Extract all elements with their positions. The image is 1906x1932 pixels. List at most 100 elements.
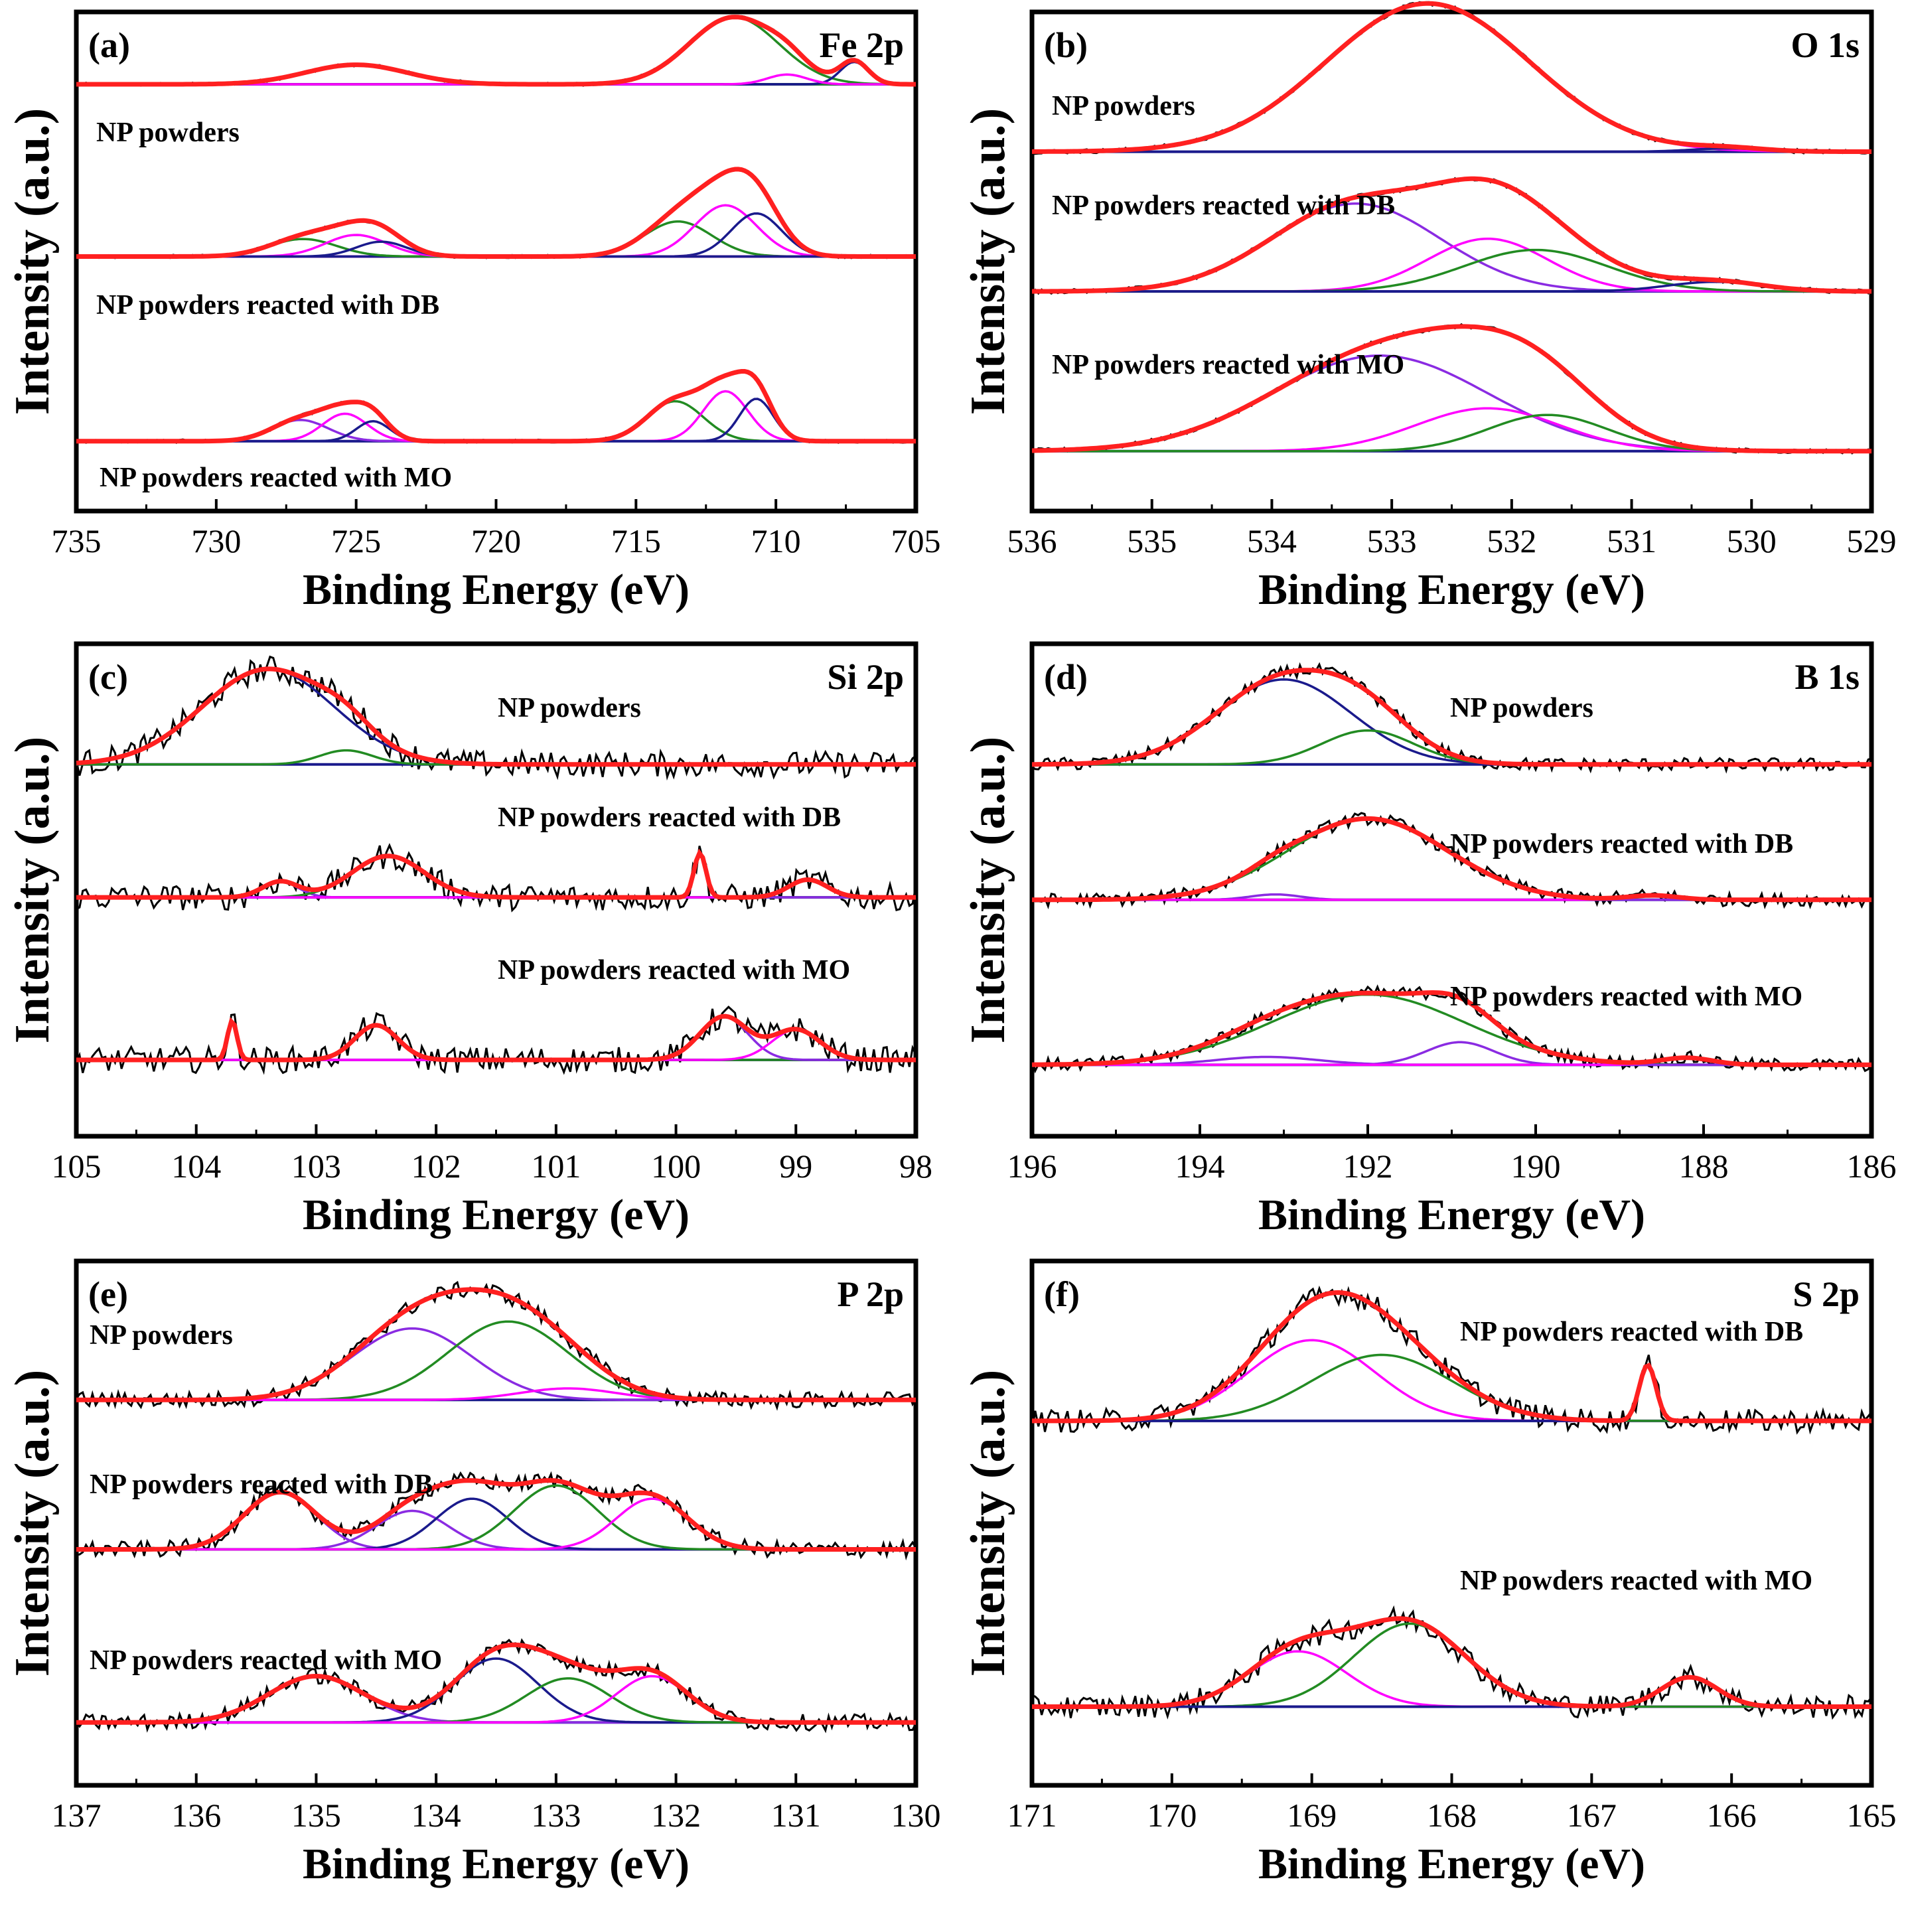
x-tick-label: 529 — [1847, 522, 1897, 559]
fit-component-line — [76, 419, 916, 443]
x-tick-label: 135 — [291, 1797, 341, 1834]
spectrum-group — [1031, 662, 1872, 774]
spectrum-group — [76, 167, 916, 260]
spectrum-group — [76, 1471, 917, 1561]
envelope-fit-line — [1032, 1, 1871, 154]
series-label: NP powders reacted with MO — [498, 955, 850, 986]
x-tick-label: 137 — [52, 1797, 102, 1834]
series-label: NP powders — [1052, 91, 1195, 121]
spectrum-group — [75, 655, 916, 781]
x-axis-label: Binding Energy (eV) — [1258, 1191, 1645, 1239]
envelope-fit-line — [76, 666, 916, 767]
fit-component-line — [1032, 1650, 1871, 1708]
fit-component-line — [1032, 2, 1871, 153]
envelope-fit-line — [76, 15, 916, 87]
series-label: NP powders reacted with DB — [1460, 1317, 1803, 1347]
element-label: B 1s — [1795, 657, 1860, 697]
y-axis-label: Intensity (a.u.) — [961, 108, 1015, 415]
spectrum-group — [75, 1005, 917, 1075]
series-label: NP powders reacted with DB — [96, 290, 439, 321]
x-tick-label: 134 — [411, 1797, 461, 1834]
x-tick-label: 710 — [751, 522, 801, 559]
x-tick-label: 105 — [52, 1148, 102, 1185]
x-tick-label: 533 — [1367, 522, 1417, 559]
series-label: NP powders reacted with MO — [1450, 982, 1802, 1012]
x-axis-label: Binding Energy (eV) — [303, 565, 690, 614]
envelope-fit-line — [1032, 668, 1871, 767]
series-label: NP powders reacted with MO — [1052, 350, 1404, 380]
fit-component-line — [76, 1491, 916, 1551]
x-axis-label: Binding Energy (eV) — [303, 1840, 690, 1888]
spectrum-group — [1031, 812, 1872, 910]
x-tick-label: 535 — [1127, 522, 1177, 559]
x-tick-label: 167 — [1567, 1797, 1617, 1834]
y-axis-label: Intensity (a.u.) — [961, 737, 1015, 1044]
envelope-fit-line — [1032, 176, 1871, 294]
x-axis-label: Binding Energy (eV) — [1258, 1840, 1645, 1888]
series-label: NP powders reacted with DB — [498, 802, 841, 833]
x-tick-label: 705 — [891, 522, 941, 559]
x-tick-label: 530 — [1727, 522, 1777, 559]
fit-component-line — [1032, 1353, 1871, 1422]
y-axis-label: Intensity (a.u.) — [5, 108, 60, 415]
fit-component-line — [76, 668, 916, 766]
spectrum-group — [76, 843, 917, 913]
element-label: P 2p — [837, 1274, 904, 1314]
x-tick-label: 190 — [1511, 1148, 1561, 1185]
spectrum-group — [1031, 1605, 1873, 1720]
envelope-fit-line — [76, 848, 916, 900]
series-label: NP powders reacted with DB — [90, 1469, 433, 1500]
x-tick-label: 168 — [1427, 1797, 1477, 1834]
x-axis-label: Binding Energy (eV) — [303, 1191, 690, 1239]
x-tick-label: 188 — [1679, 1148, 1729, 1185]
x-tick-label: 166 — [1707, 1797, 1757, 1834]
series-label: NP powders reacted with MO — [1460, 1566, 1812, 1596]
x-tick-label: 104 — [171, 1148, 221, 1185]
panel-label: (c) — [88, 657, 128, 697]
envelope-fit-line — [76, 1478, 916, 1552]
series-label: NP powders reacted with DB — [1450, 829, 1793, 859]
series-label: NP powders — [1450, 693, 1593, 723]
element-label: S 2p — [1793, 1274, 1860, 1314]
raw-spectrum-line — [1031, 1286, 1873, 1435]
x-tick-label: 536 — [1007, 522, 1057, 559]
x-tick-label: 130 — [891, 1797, 941, 1834]
x-tick-label: 532 — [1487, 522, 1536, 559]
x-axis-label: Binding Energy (eV) — [1258, 565, 1645, 614]
envelope-fit-line — [76, 1013, 916, 1063]
x-tick-label: 169 — [1287, 1797, 1337, 1834]
x-tick-label: 131 — [771, 1797, 821, 1834]
envelope-fit-line — [76, 369, 916, 444]
element-label: Si 2p — [827, 657, 904, 697]
x-tick-label: 730 — [191, 522, 241, 559]
x-tick-label: 100 — [651, 1148, 701, 1185]
spectrum-group — [1031, 323, 1872, 455]
x-tick-label: 132 — [651, 1797, 701, 1834]
panel-label: (b) — [1044, 25, 1088, 65]
envelope-fit-line — [1032, 1616, 1871, 1709]
spectrum-group — [1032, 1, 1872, 155]
series-label: NP powders reacted with MO — [100, 463, 452, 493]
spectrum-group — [1031, 176, 1873, 295]
spectrum-group — [76, 15, 916, 87]
fit-component-line — [1032, 407, 1871, 453]
y-axis-label: Intensity (a.u.) — [5, 737, 60, 1044]
x-tick-label: 99 — [779, 1148, 812, 1185]
series-label: NP powders — [498, 693, 641, 723]
envelope-fit-line — [76, 1287, 916, 1402]
series-label: NP powders reacted with DB — [1052, 190, 1395, 221]
panel-label: (e) — [88, 1274, 128, 1314]
x-tick-label: 171 — [1007, 1797, 1057, 1834]
x-tick-label: 186 — [1847, 1148, 1897, 1185]
spectrum-group — [75, 1280, 917, 1411]
panel-label: (a) — [88, 25, 130, 65]
series-label: NP powders reacted with MO — [90, 1645, 442, 1676]
spectrum-group — [1031, 984, 1873, 1074]
element-label: O 1s — [1791, 25, 1860, 65]
x-tick-label: 715 — [611, 522, 661, 559]
fit-component-line — [76, 419, 916, 443]
x-tick-label: 531 — [1607, 522, 1656, 559]
envelope-fit-line — [1032, 816, 1871, 903]
raw-spectrum-line — [1031, 984, 1873, 1074]
